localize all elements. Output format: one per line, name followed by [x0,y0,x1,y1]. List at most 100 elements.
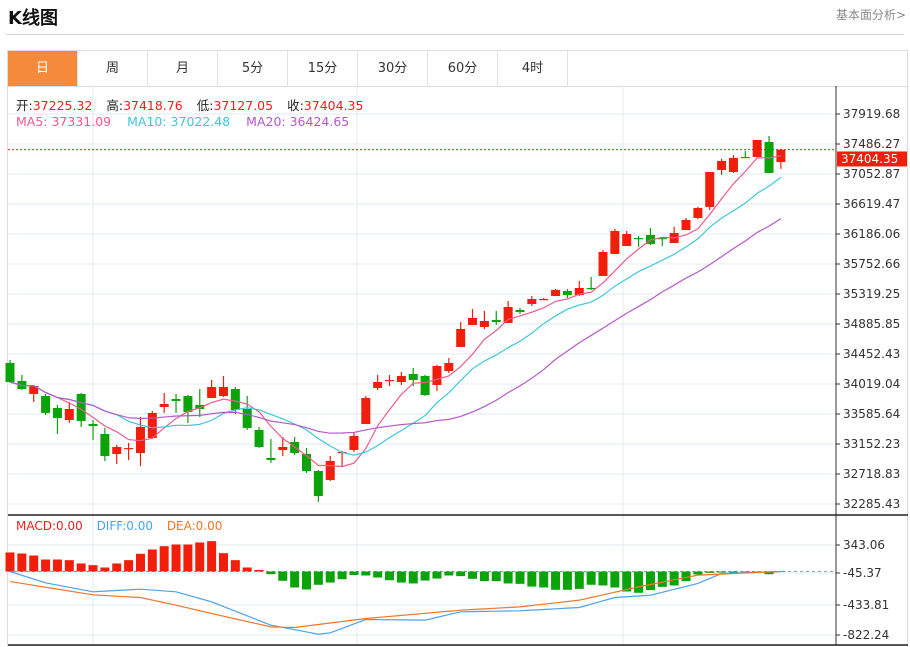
macd-bar [242,567,252,572]
candle-down [313,471,323,497]
ma-legend: MA5: 37331.09 MA10: 37022.48 MA20: 36424… [16,114,349,129]
candle-down [657,238,667,240]
tab-month[interactable]: 月 [148,51,218,86]
candle-up [622,234,632,246]
candle-up [349,435,359,450]
candle-down [100,433,110,456]
candle-up [610,230,620,254]
diff-value: DIFF:0.00 [96,519,153,533]
price-tick-label: 37486.27 [843,137,900,151]
macd-legend: MACD:0.00 DIFF:0.00 DEA:0.00 [16,519,222,533]
tab-30min[interactable]: 30分 [358,51,428,86]
tab-5min[interactable]: 5分 [218,51,288,86]
price-tick-label: 36619.47 [843,197,900,211]
ma5-line [9,155,782,468]
macd-bar [385,571,395,581]
open-value: 37225.32 [32,98,93,113]
macd-bar [479,571,489,582]
macd-bar [76,563,86,572]
close-label: 收: [287,98,304,113]
candle-up [361,397,371,425]
candle-up [207,386,217,398]
macd-bar [396,571,406,583]
macd-bar [171,544,181,572]
candle-down [88,424,98,427]
candle-up [456,328,466,347]
open-label: 开: [16,98,33,113]
macd-bar [195,542,205,572]
candle-up [728,158,738,172]
macd-bar [313,571,323,585]
macd-bar [112,563,122,572]
price-tick-label: 36186.06 [843,227,900,241]
candle-down [183,395,193,412]
macd-bar [29,555,39,572]
macd-bar [456,571,466,577]
current-price-label: 37404.35 [841,152,898,166]
price-tick-label: 34019.04 [843,377,900,391]
candle-up [432,365,442,385]
macd-bar [88,565,98,572]
candle-up [527,299,537,304]
macd-bar [266,571,276,575]
candle-down [242,408,252,428]
candle-up [705,171,715,207]
fundamental-analysis-link[interactable]: 基本面分析> [835,8,906,22]
period-tabs: 日 周 月 5分 15分 30分 60分 4时 [7,50,908,86]
price-tick-label: 37919.68 [843,107,900,121]
candle-down [420,375,430,396]
candle-up [218,386,228,396]
price-tick-label: 33585.64 [843,407,900,421]
macd-bar [100,567,110,572]
candle-up [468,317,478,325]
macd-bar [574,571,584,589]
candle-down [254,429,264,447]
macd-tick-label: -822.24 [843,628,889,642]
ma20-line [9,218,782,434]
candle-down [171,399,181,401]
candle-up [29,386,39,394]
macd-bar [728,571,738,573]
macd-bar [349,571,359,575]
macd-bar [124,560,134,572]
candle-up [373,381,383,388]
macd-bar [183,544,193,572]
current-price-badge [837,151,907,167]
dea-value: DEA:0.00 [166,519,223,533]
candle-down [230,388,240,410]
candle-up [479,320,489,327]
tab-week[interactable]: 周 [78,51,148,86]
candle-down [515,310,525,313]
candle-up [124,448,134,450]
candle-down [586,287,596,290]
tab-60min[interactable]: 60分 [428,51,498,86]
macd-bar [17,553,27,572]
macd-bar [657,571,667,587]
candle-down [562,290,572,295]
candle-up [396,375,406,382]
macd-tick-label: -45.37 [843,566,882,580]
candle-up [64,408,74,420]
price-tick-label: 35319.25 [843,287,900,301]
macd-bar [610,571,620,588]
macd-bar [218,553,228,572]
macd-bar [515,571,525,584]
high-value: 37418.76 [123,98,183,113]
candle-down [195,404,205,409]
tab-15min[interactable]: 15分 [288,51,358,86]
macd-bar [598,571,608,586]
macd-bar [444,571,454,576]
macd-bar [290,571,300,588]
tab-4hour[interactable]: 4时 [498,51,568,86]
macd-bar [361,571,371,576]
macd-bar [645,571,655,591]
macd-bar [693,571,703,575]
candle-down [76,393,86,421]
macd-bar [147,549,157,572]
tab-day[interactable]: 日 [8,51,78,86]
candle-down [52,408,62,418]
ohlc-legend: 开:37225.32 高:37418.76 低:37127.05 收:37404… [16,95,373,114]
macd-bar [764,571,774,575]
macd-bar [669,571,679,586]
